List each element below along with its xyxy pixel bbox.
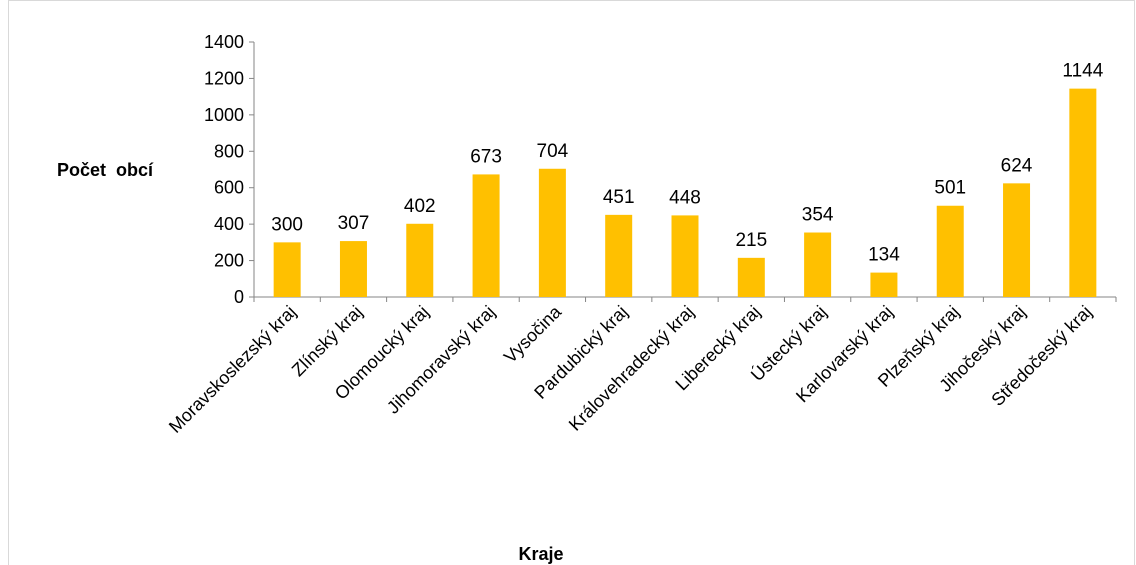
- y-tick-label: 1200: [204, 68, 244, 88]
- bars: [273, 88, 1097, 297]
- y-tick-label: 1400: [204, 32, 244, 52]
- bar: [804, 232, 832, 297]
- y-tick-label: 0: [234, 287, 244, 307]
- y-tick-label: 1000: [204, 105, 244, 125]
- y-tick-label: 800: [214, 141, 244, 161]
- y-axis-title: Počet obcí: [57, 160, 154, 180]
- data-label: 134: [868, 245, 900, 266]
- data-label: 215: [735, 230, 767, 251]
- bar: [1003, 183, 1031, 297]
- bar: [870, 272, 898, 297]
- chart-frame: [8, 0, 1135, 565]
- category-label: Královehradecký kraj: [565, 302, 698, 435]
- bar: [406, 223, 434, 297]
- bar: [1069, 88, 1097, 297]
- data-label: 704: [537, 141, 569, 162]
- data-labels: 300 307 402 673 704 451 448 215 354 134 501 624 1144: [271, 61, 1103, 266]
- y-tick-label: 600: [214, 178, 244, 198]
- y-tick-label: 200: [214, 251, 244, 271]
- data-label: 501: [934, 178, 966, 199]
- bar: [605, 214, 633, 297]
- bar: [339, 241, 367, 297]
- bar: [538, 168, 566, 297]
- bar: [737, 257, 765, 297]
- data-label: 448: [669, 187, 701, 208]
- bar: [472, 174, 500, 297]
- data-label: 300: [271, 214, 303, 235]
- category-label: Moravskoslezský kraj: [165, 302, 300, 437]
- data-label: 673: [470, 146, 502, 167]
- y-axis: 0 200 400 600 800 1000 1200 1400: [204, 32, 255, 307]
- data-label: 1144: [1062, 61, 1103, 82]
- data-label: 402: [404, 196, 436, 217]
- data-label: 307: [338, 213, 370, 234]
- data-label: 451: [603, 187, 635, 208]
- bar: [936, 205, 964, 297]
- bar: [671, 215, 699, 297]
- data-label: 624: [1001, 155, 1033, 176]
- x-axis: [253, 296, 1117, 302]
- category-label: Vysočina: [500, 301, 566, 367]
- bar: [273, 242, 301, 297]
- y-tick-label: 400: [214, 214, 244, 234]
- data-label: 354: [802, 205, 834, 226]
- x-axis-title: Kraje: [518, 544, 563, 564]
